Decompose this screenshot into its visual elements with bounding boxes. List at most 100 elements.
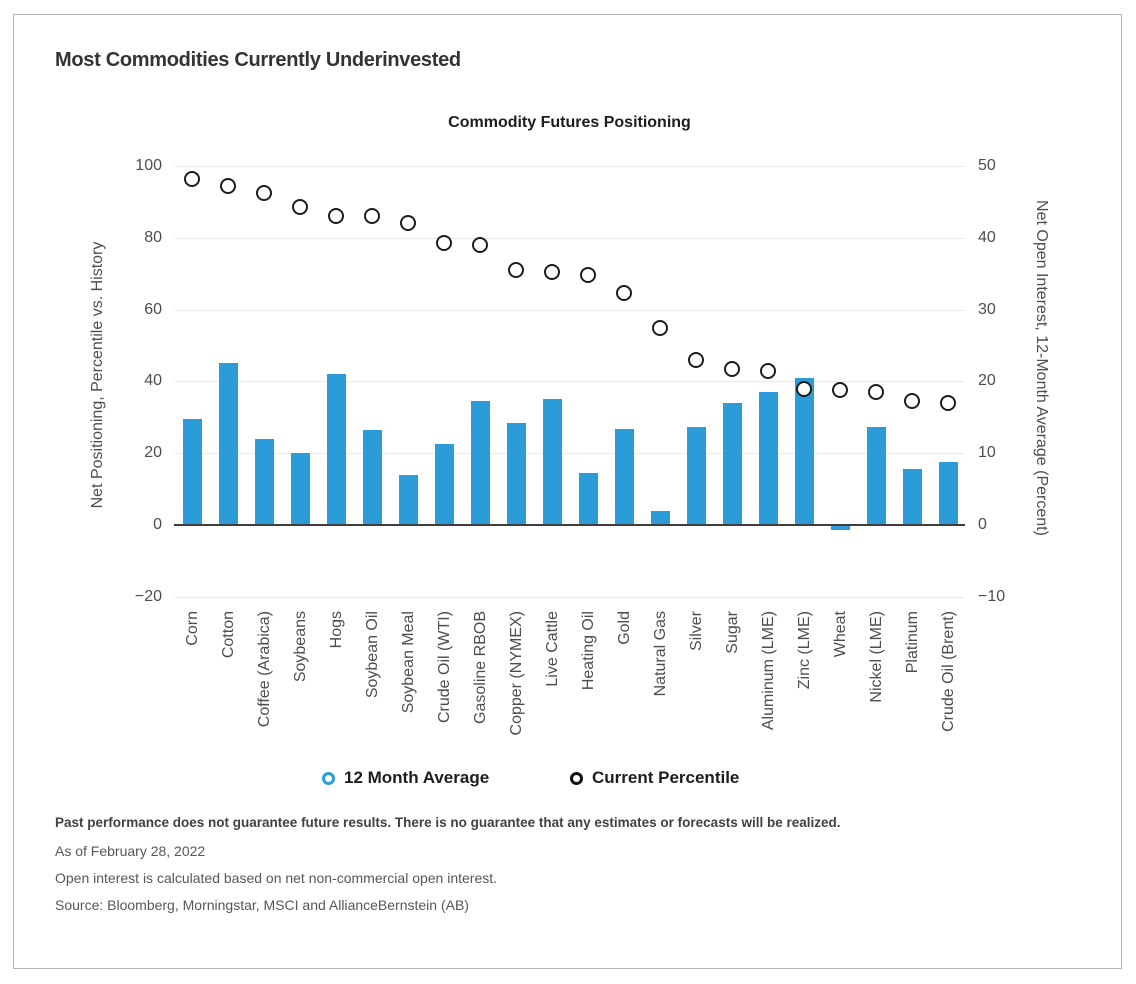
x-axis-label: Soybean Oil (363, 611, 381, 699)
x-axis-label: Live Cattle (543, 611, 561, 687)
right-axis-tick-label: 10 (978, 444, 996, 461)
x-axis-label: Crude Oil (Brent) (939, 611, 957, 732)
gridline (174, 166, 965, 167)
dot-wheat (832, 382, 848, 398)
x-axis-label: Crude Oil (WTI) (435, 611, 453, 723)
x-axis-label: Coffee (Arabica) (255, 611, 273, 728)
x-axis-label: Sugar (723, 611, 741, 654)
dot-natural-gas (652, 320, 668, 336)
dot-heating-oil (580, 267, 596, 283)
right-axis-tick-label: 50 (978, 157, 996, 174)
dot-zinc-lme- (796, 381, 812, 397)
x-axis-label: Hogs (327, 611, 345, 649)
gridline (174, 381, 965, 382)
x-axis-label: Soybean Meal (399, 611, 417, 714)
right-axis-tick-label: 20 (978, 372, 996, 389)
legend-item-current-percentile: Current Percentile (570, 768, 739, 788)
dot-nickel-lme- (868, 384, 884, 400)
dot-live-cattle (544, 264, 560, 280)
bar-sugar (722, 403, 742, 524)
dot-soybean-meal (400, 215, 416, 231)
left-axis-tick-label: 0 (153, 516, 162, 533)
bar-natural-gas (650, 511, 670, 524)
bar-corn (182, 419, 202, 524)
x-axis-label: Zinc (LME) (795, 611, 813, 690)
dot-cotton (220, 178, 236, 194)
bar-soybean-oil (362, 430, 382, 524)
disclaimer-text: Past performance does not guarantee futu… (55, 815, 841, 830)
x-axis-label: Corn (183, 611, 201, 646)
dot-silver (688, 352, 704, 368)
dot-hogs (328, 208, 344, 224)
dot-platinum (904, 393, 920, 409)
legend-label: Current Percentile (592, 768, 740, 787)
dot-aluminum-lme- (760, 363, 776, 379)
legend-item-12-month-average: 12 Month Average (322, 768, 489, 788)
bar-coffee-arabica- (254, 439, 274, 524)
bar-soybean-meal (398, 475, 418, 524)
gridline (174, 453, 965, 454)
x-axis-label: Cotton (219, 611, 237, 659)
as-of-date: As of February 28, 2022 (55, 843, 206, 859)
x-axis-label: Copper (NYMEX) (507, 611, 525, 736)
x-axis-label: Gasoline RBOB (471, 611, 489, 724)
bar-live-cattle (542, 399, 562, 524)
dot-soybean-oil (364, 208, 380, 224)
right-axis-tick-label: −10 (978, 588, 1006, 605)
dot-crude-oil-wti- (436, 235, 452, 251)
legend-label: 12 Month Average (344, 768, 490, 787)
bar-soybeans (290, 453, 310, 524)
left-axis-tick-label: −20 (134, 588, 162, 605)
dot-copper-nymex- (508, 262, 524, 278)
bar-copper-nymex- (506, 423, 526, 524)
x-axis-label: Wheat (831, 611, 849, 658)
dot-coffee-arabica- (256, 185, 272, 201)
gridline (174, 597, 965, 598)
dot-gold (616, 285, 632, 301)
bar-crude-oil-wti- (434, 444, 454, 524)
source-text: Source: Bloomberg, Morningstar, MSCI and… (55, 897, 469, 913)
bar-cotton (218, 363, 238, 524)
dot-gasoline-rbob (472, 237, 488, 253)
gridline (174, 310, 965, 311)
bar-nickel-lme- (866, 427, 886, 524)
dot-crude-oil-brent- (940, 395, 956, 411)
x-axis-label: Aluminum (LME) (759, 611, 777, 731)
bar-platinum (902, 469, 922, 524)
bar-hogs (326, 374, 346, 524)
bar-crude-oil-brent- (938, 462, 958, 524)
right-axis-tick-label: 30 (978, 301, 996, 318)
black-ring-icon (570, 771, 583, 785)
bar-aluminum-lme- (758, 392, 778, 524)
bar-zinc-lme- (794, 378, 814, 524)
bar-gasoline-rbob (470, 401, 490, 524)
page-title: Most Commodities Currently Underinvested (55, 49, 461, 71)
x-axis-label: Platinum (903, 611, 921, 674)
x-axis-line (174, 524, 965, 526)
dot-sugar (724, 361, 740, 377)
chart-title: Commodity Futures Positioning (448, 114, 691, 131)
x-axis-label: Soybeans (291, 611, 309, 683)
bar-silver (686, 427, 706, 524)
x-axis-label: Heating Oil (579, 611, 597, 691)
blue-ring-icon (322, 771, 335, 785)
right-axis-tick-label: 40 (978, 229, 996, 246)
left-axis-tick-label: 100 (135, 157, 162, 174)
bar-heating-oil (578, 473, 598, 524)
left-axis-tick-label: 40 (144, 372, 162, 389)
left-axis-tick-label: 80 (144, 229, 162, 246)
bar-gold (614, 429, 634, 524)
open-interest-note: Open interest is calculated based on net… (55, 870, 498, 886)
dot-corn (184, 171, 200, 187)
bar-wheat (830, 526, 850, 530)
x-axis-label: Gold (615, 611, 633, 645)
gridline (174, 238, 965, 239)
left-axis-tick-label: 20 (144, 444, 162, 461)
dot-soybeans (292, 199, 308, 215)
x-axis-label: Silver (687, 611, 705, 652)
x-axis-label: Nickel (LME) (867, 611, 885, 703)
left-axis-tick-label: 60 (144, 301, 162, 318)
right-axis-tick-label: 0 (978, 516, 987, 533)
x-axis-label: Natural Gas (651, 611, 669, 697)
